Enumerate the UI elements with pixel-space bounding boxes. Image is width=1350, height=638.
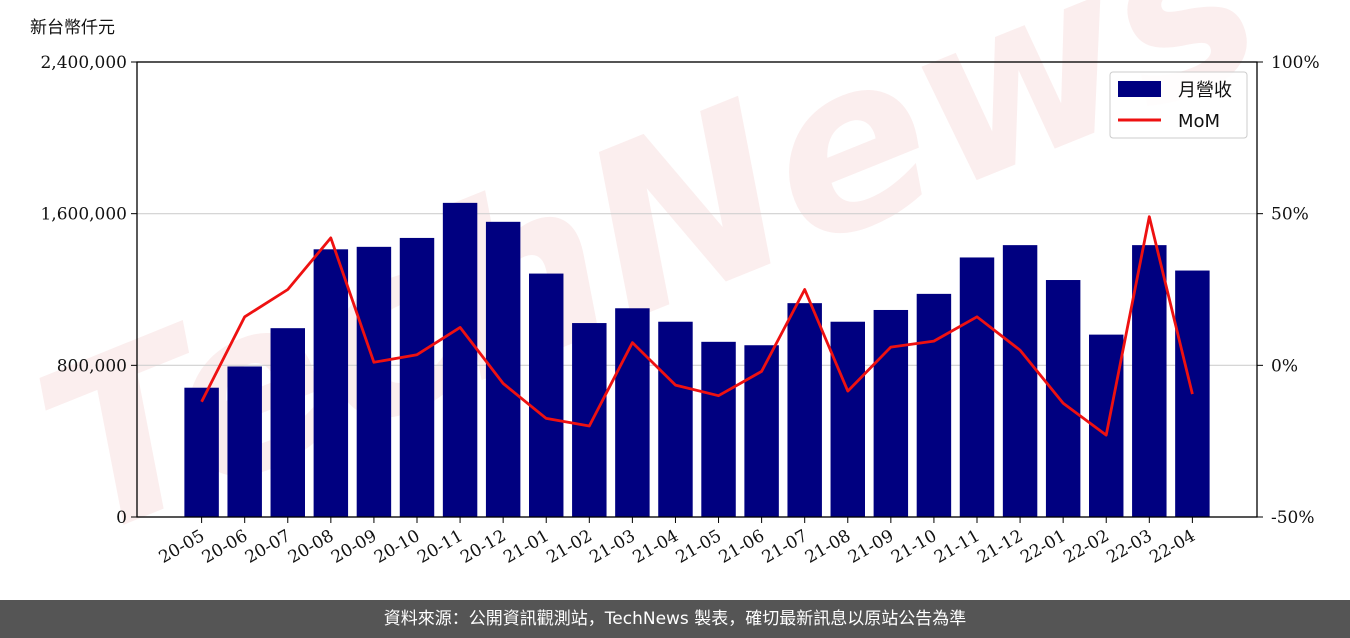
y-left-tick-label: 0 — [116, 508, 127, 528]
x-tick-label: 21-09 — [845, 526, 897, 568]
x-tick-label: 21-07 — [759, 526, 811, 568]
bar — [1132, 245, 1167, 517]
bar — [744, 345, 779, 517]
legend-label-mom: MoM — [1178, 111, 1220, 132]
bar — [615, 308, 650, 517]
bar — [701, 341, 736, 517]
bar — [916, 293, 952, 517]
x-tick-label: 21-10 — [888, 526, 940, 568]
left-axis: 0 800,000 1,600,000 2,400,000 — [40, 53, 137, 528]
x-tick-label: 21-06 — [716, 526, 768, 568]
x-tick-label: 20-11 — [414, 526, 466, 568]
bar — [658, 321, 693, 517]
bar — [227, 366, 262, 517]
y-left-tick-label: 1,600,000 — [40, 205, 127, 225]
revenue-chart: TechNews 新台幣仟元 0800,0001,600,0002,400,00… — [7, 0, 1320, 591]
bar-series — [184, 202, 1210, 517]
y-right-tick-label: 0% — [1271, 356, 1298, 376]
bar — [873, 309, 909, 517]
x-axis: 20-0520-0620-0720-0820-0920-1020-1120-12… — [156, 517, 1199, 568]
legend-label-revenue: 月營收 — [1178, 80, 1232, 101]
x-tick-label: 22-03 — [1103, 526, 1155, 568]
x-tick-label: 21-04 — [630, 526, 682, 568]
x-tick-label: 21-01 — [500, 526, 552, 568]
bar — [356, 246, 392, 517]
plot-frame — [136, 61, 1258, 518]
bar — [399, 237, 435, 517]
bar — [1002, 245, 1038, 517]
y-right-tick-label: -50% — [1271, 508, 1315, 528]
x-tick-label: 20-09 — [328, 526, 380, 568]
x-tick-label: 21-05 — [673, 526, 725, 568]
x-tick-label: 20-08 — [285, 526, 337, 568]
bar — [830, 321, 865, 517]
x-tick-label: 22-02 — [1060, 526, 1112, 568]
legend: 月營收 MoM — [1109, 71, 1248, 139]
x-tick-label: 21-08 — [802, 526, 854, 568]
y-axis-unit-label: 新台幣仟元 — [30, 18, 115, 38]
y-right-tick-label: 50% — [1271, 205, 1309, 225]
mom-series — [200, 215, 1194, 437]
bar — [787, 303, 822, 517]
x-tick-label: 21-03 — [586, 526, 638, 568]
bar — [529, 273, 564, 517]
right-axis: -50% 0% 50% 100% — [1257, 53, 1320, 528]
bar — [442, 202, 478, 517]
bar — [1045, 280, 1081, 517]
source-footer: 資料來源：公開資訊觀測站，TechNews 製表，確切最新訊息以原站公告為準 — [0, 600, 1350, 638]
bar — [313, 249, 349, 517]
x-tick-label: 20-12 — [457, 526, 509, 568]
x-tick-label: 21-02 — [543, 526, 595, 568]
x-tick-label: 21-11 — [931, 526, 983, 568]
bar — [184, 387, 219, 517]
y-left-tick-label: 800,000 — [57, 356, 127, 376]
y-left-tick-label: 2,400,000 — [40, 53, 127, 73]
x-tick-label: 20-10 — [371, 526, 423, 568]
mom-line — [200, 215, 1194, 437]
x-tick-label: 22-01 — [1017, 526, 1069, 568]
legend-swatch-revenue — [1118, 81, 1161, 97]
x-tick-label: 21-12 — [974, 526, 1026, 568]
bar — [270, 328, 305, 517]
bar — [572, 323, 607, 517]
y-right-tick-label: 100% — [1271, 53, 1320, 73]
bar — [959, 257, 995, 517]
x-tick-label: 22-04 — [1146, 526, 1198, 568]
